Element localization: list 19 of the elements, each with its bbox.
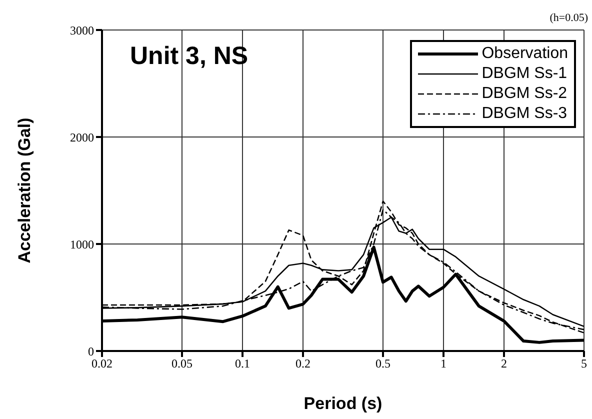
legend-label: DBGM Ss-3 xyxy=(482,105,568,123)
y-tick-label: 1000 xyxy=(70,237,94,252)
x-tick-label: 0.1 xyxy=(234,356,250,371)
x-tick-label: 1 xyxy=(440,356,447,371)
x-tick-label: 0.05 xyxy=(171,356,192,371)
y-tick-label: 2000 xyxy=(70,130,94,144)
y-axis-title: Acceleration (Gal) xyxy=(15,118,34,264)
x-tick-label: 5 xyxy=(581,356,587,371)
legend-label: DBGM Ss-2 xyxy=(482,85,568,103)
y-tick-label: 0 xyxy=(88,344,94,358)
text: (h=0.05) xyxy=(550,12,588,24)
y-tick-label: 3000 xyxy=(70,23,94,38)
x-tick-label: 0.02 xyxy=(92,356,112,371)
legend-label: Observation xyxy=(482,45,568,63)
x-axis-title: Period (s) xyxy=(304,394,382,413)
x-tick-label: 0.2 xyxy=(296,356,311,371)
x-tick-label: 2 xyxy=(501,356,508,371)
x-tick-label: 0.5 xyxy=(375,356,390,371)
legend-label: DBGM Ss-1 xyxy=(482,65,568,83)
